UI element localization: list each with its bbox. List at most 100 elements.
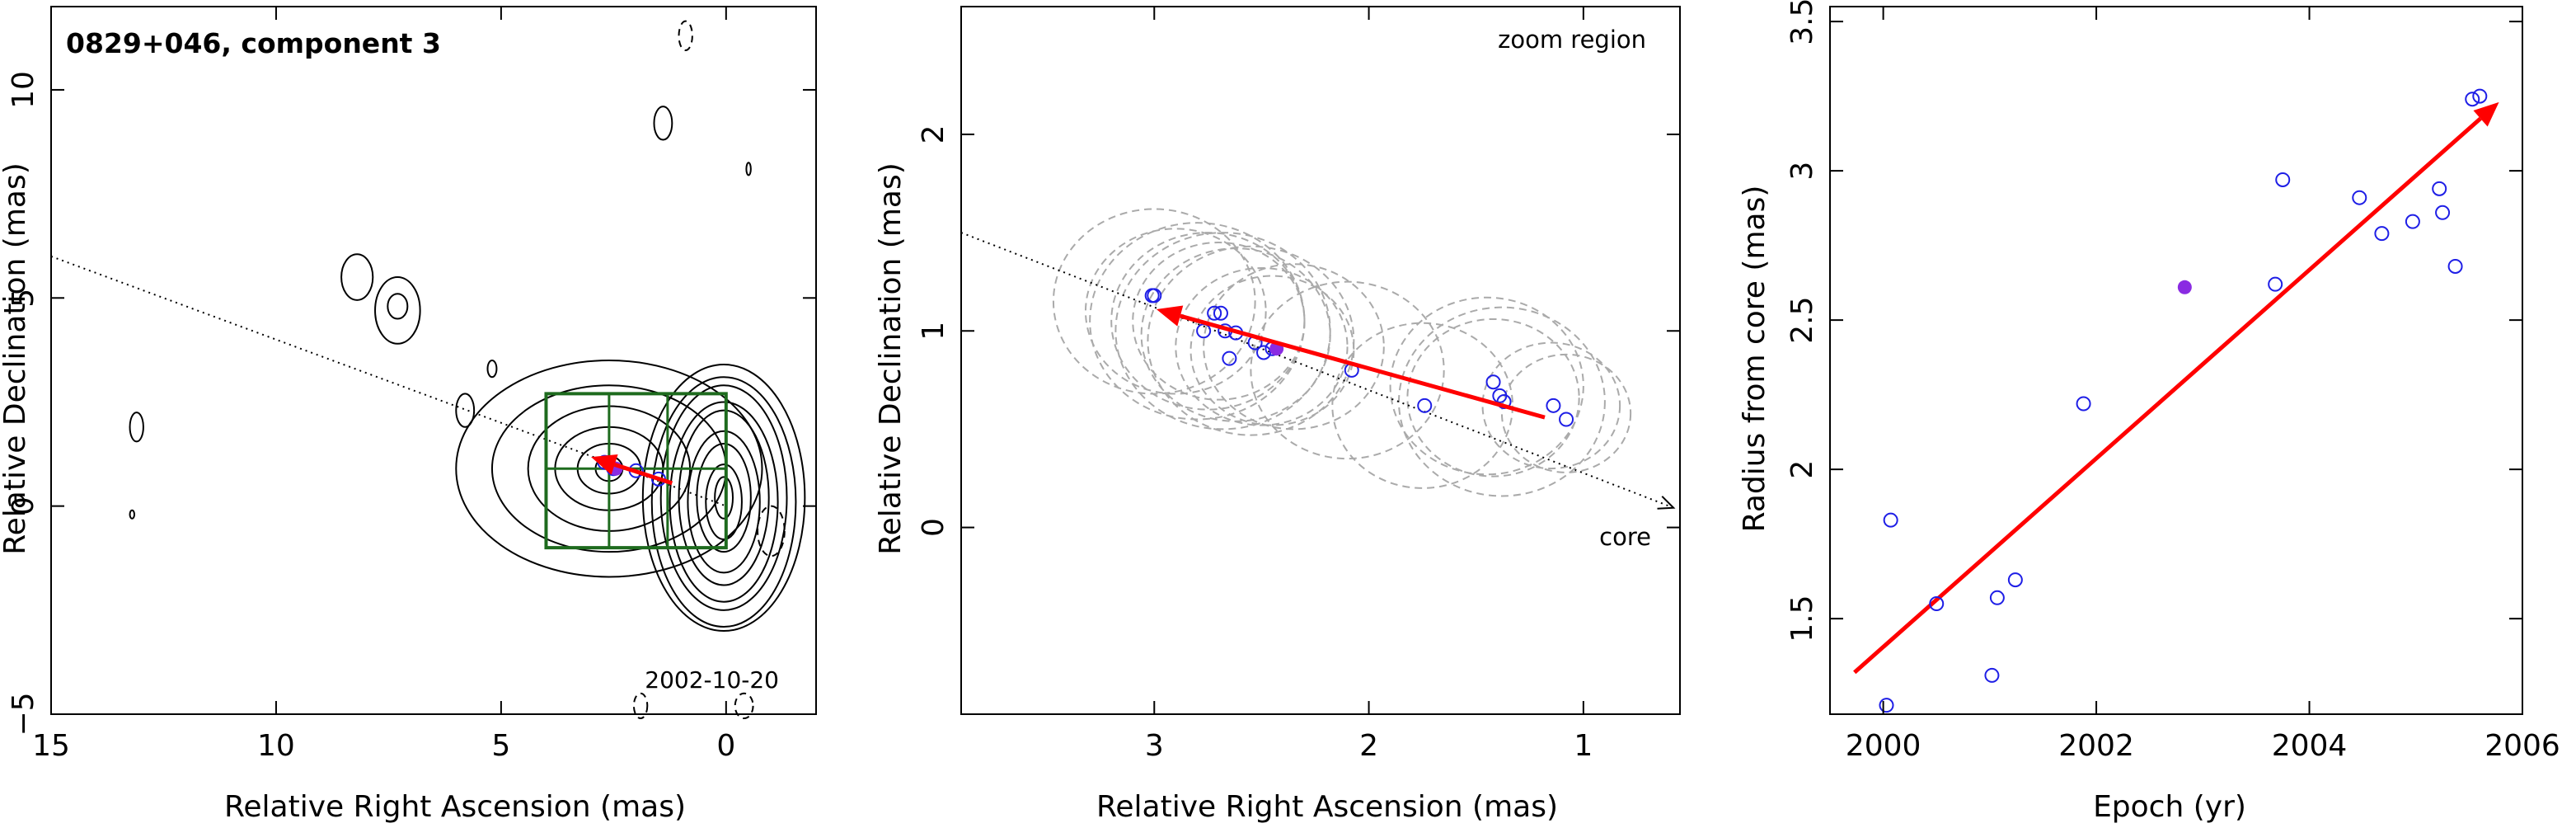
component-size-circle: [1500, 353, 1632, 473]
component-size-circle: [1331, 322, 1513, 489]
negative-contour: [757, 505, 786, 557]
core-contour: [650, 376, 797, 628]
x-tick-label: 2: [1359, 729, 1378, 763]
component-size-circle: [1114, 232, 1331, 430]
data-point: [2076, 396, 2091, 412]
data-point: [1989, 590, 2005, 605]
core-contour: [641, 364, 806, 633]
island-contour: [455, 393, 476, 428]
data-point: [2435, 205, 2451, 220]
component-size-circle: [1250, 280, 1445, 460]
x-tick-label: 15: [32, 729, 70, 763]
data-point: [1883, 512, 1898, 528]
data-point: [1207, 305, 1222, 321]
island-contour: [486, 360, 498, 379]
core-contour: [669, 401, 779, 603]
core-direction-arrowhead: [1657, 496, 1676, 510]
y-tick-label: 5: [7, 289, 40, 308]
data-point: [2405, 214, 2420, 229]
data-point: [1929, 596, 1945, 612]
x-tick-label: 2004: [2272, 729, 2348, 763]
fit-arrow-head: [2473, 101, 2499, 127]
data-point: [1485, 374, 1501, 390]
data-point: [1984, 667, 2000, 683]
y-tick-label: −5: [7, 692, 40, 736]
island-contour: [745, 162, 752, 176]
y-axis-label: Relative Declination (mas): [0, 162, 32, 555]
y-tick-label: 2.5: [1785, 296, 1819, 343]
core-contour: [714, 476, 734, 520]
component-size-circle: [1175, 266, 1349, 426]
island-contour: [340, 253, 374, 301]
x-tick-label: 1: [1574, 729, 1593, 763]
plot-frame: [1829, 6, 2523, 715]
y-tick-label: 0: [917, 518, 950, 537]
component-size-circle: [1084, 228, 1267, 395]
data-point: [1417, 398, 1433, 413]
core-contour: [678, 409, 770, 586]
core-label: core: [1599, 523, 1651, 551]
y-axis-label: Radius from core (mas): [1738, 186, 1771, 533]
data-point: [2007, 572, 2023, 588]
panel-zoom-region: 3 2 1 0 1 2 zoom region core Relative Right A…: [874, 6, 1681, 824]
data-point: [1213, 305, 1228, 321]
core-contour: [696, 442, 752, 553]
negative-contour: [678, 20, 693, 51]
fit-arrow-shaft: [1853, 116, 2482, 675]
x-tick-label: 5: [491, 729, 510, 763]
data-point: [1147, 288, 1162, 303]
island-contour: [129, 509, 135, 520]
data-point: [1496, 394, 1512, 410]
y-tick-label: 3.5: [1785, 0, 1819, 45]
x-axis-label: Relative Right Ascension (mas): [224, 790, 686, 824]
island-contour: [129, 412, 144, 443]
y-tick-label: 2: [1785, 460, 1819, 479]
component-size-circle: [1110, 232, 1306, 411]
data-point: [2432, 181, 2447, 196]
component-size-circle: [1140, 247, 1331, 422]
y-tick-label: 10: [7, 71, 40, 109]
y-tick-label: 0: [7, 496, 40, 515]
component-size-circle: [1132, 242, 1306, 401]
zoom-annotation: zoom region: [1498, 26, 1646, 54]
x-tick-label: 2006: [2485, 729, 2560, 763]
island-contour: [387, 293, 409, 320]
x-axis-label: Epoch (yr): [2093, 790, 2246, 824]
motion-arrow-shaft: [613, 462, 673, 486]
data-point: [1546, 398, 1561, 413]
island-contour: [653, 106, 673, 141]
plot-frame: [50, 6, 817, 715]
component-size-circle: [1203, 263, 1385, 430]
panel-radius-vs-epoch: 2000 2002 2004 2006 1.5 2 2.5 3 3.5 Epoch (yr) R…: [1738, 0, 2560, 824]
data-point: [2352, 190, 2367, 205]
plot-frame: [960, 6, 1681, 715]
zoom-box: [544, 392, 728, 550]
component-size-circle: [1398, 306, 1606, 497]
panel-contour-map: 15 10 5 0 −5 0 5 10 0829+046, component 3 2002-…: [0, 6, 817, 824]
direction-line: [960, 232, 1674, 509]
data-point: [2465, 92, 2480, 107]
component-size-circle: [1389, 296, 1584, 476]
motion-arrow-head: [1156, 305, 1184, 327]
negative-contour: [734, 692, 754, 720]
y-tick-label: 3: [1785, 162, 1819, 181]
data-point: [1222, 350, 1237, 366]
component-size-circle: [1147, 245, 1355, 436]
filled-data-point: [2177, 280, 2192, 294]
data-point: [1879, 698, 1894, 713]
y-axis-label: Relative Declination (mas): [874, 162, 908, 555]
island-contour: [374, 276, 421, 345]
y-tick-label: 1.5: [1785, 595, 1819, 642]
motion-arrow-head: [591, 454, 618, 475]
x-axis-label: Relative Right Ascension (mas): [1096, 790, 1558, 824]
x-tick-label: 10: [257, 729, 295, 763]
x-tick-label: 2000: [1846, 729, 1921, 763]
x-tick-label: 0: [716, 729, 735, 763]
motion-arrow-shaft: [1180, 313, 1546, 420]
data-point: [2447, 258, 2463, 274]
data-point: [2472, 88, 2488, 104]
negative-contour: [632, 692, 649, 720]
y-tick-label: 2: [917, 125, 950, 143]
data-point: [2268, 276, 2283, 292]
